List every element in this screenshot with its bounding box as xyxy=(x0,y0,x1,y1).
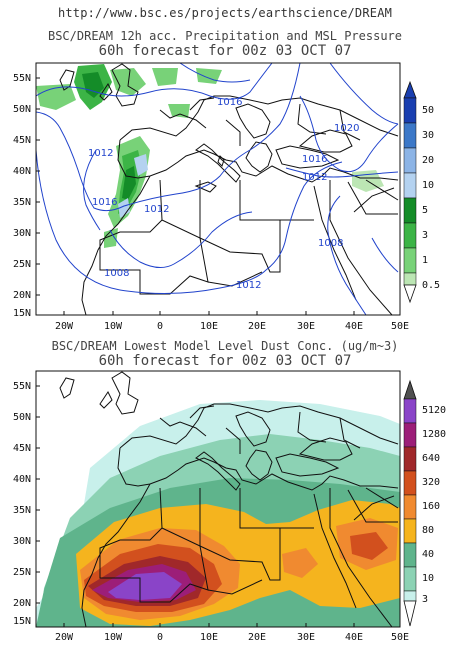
lat-label: 55N xyxy=(12,73,31,84)
lat-label: 35N xyxy=(12,505,31,516)
lat-label: 30N xyxy=(12,228,31,239)
colorbar-label: 20 xyxy=(422,155,435,166)
lat-label: 45N xyxy=(12,443,31,454)
isobar-label: 1012 xyxy=(144,204,169,215)
lat-label: 30N xyxy=(12,536,31,547)
colorbar-label: 80 xyxy=(422,525,435,536)
lon-label: 0 xyxy=(156,632,164,643)
lat-label: 50N xyxy=(12,412,31,423)
colorbar-label: 1280 xyxy=(422,429,447,440)
isobar-label: 1008 xyxy=(318,238,343,249)
colorbar-label: 10 xyxy=(422,180,435,191)
panel2-title: BSC/DREAM Lowest Model Level Dust Conc. … xyxy=(51,339,399,353)
map-frame xyxy=(35,62,401,316)
lat-label: 55N xyxy=(12,381,31,392)
axis-ticks xyxy=(36,77,355,315)
map-frame xyxy=(35,370,401,628)
lon-label: 0 xyxy=(156,321,164,332)
colorbar-label: 3 xyxy=(422,230,429,241)
lat-label: 50N xyxy=(12,104,31,115)
colorbar-label: 5 xyxy=(422,205,429,216)
lat-label: 20N xyxy=(12,598,31,609)
lat-label: 35N xyxy=(12,197,31,208)
colorbar-label: 5120 xyxy=(422,405,447,416)
lon-label: 50E xyxy=(390,632,410,643)
isobar-label: 1016 xyxy=(217,97,242,108)
colorbar-label: 10 xyxy=(422,573,435,584)
axis-ticks xyxy=(36,385,355,627)
dust-map xyxy=(35,370,417,628)
coastlines xyxy=(59,63,399,315)
lon-label: 30E xyxy=(296,632,316,643)
colorbar-label: 1 xyxy=(422,255,429,266)
isobars xyxy=(36,63,399,315)
isobar-label: 1008 xyxy=(104,268,129,279)
lon-label: 20E xyxy=(247,321,267,332)
isobar-label: 1012 xyxy=(302,172,327,183)
isobar-label: 1020 xyxy=(334,123,359,134)
isobar-label: 1012 xyxy=(236,280,261,291)
lon-label: 50E xyxy=(390,321,410,332)
isobar-label: 1012 xyxy=(88,148,113,159)
lon-label: 30E xyxy=(296,321,316,332)
isobar-label: 1016 xyxy=(302,154,327,165)
lat-label: 15N xyxy=(12,616,31,627)
panel1-subtitle: 60h forecast for 00z 03 OCT 07 xyxy=(98,43,352,59)
lon-label: 20E xyxy=(247,632,267,643)
lat-label: 40N xyxy=(12,166,31,177)
colorbar-label: 640 xyxy=(422,453,441,464)
lat-label: 45N xyxy=(12,135,31,146)
lon-label: 40E xyxy=(344,321,364,332)
colorbar-label: 40 xyxy=(422,549,435,560)
source-url: http://www.bsc.es/projects/earthscience/… xyxy=(57,6,393,20)
colorbar-label: 30 xyxy=(422,130,435,141)
lat-label: 25N xyxy=(12,259,31,270)
dust-colorbar xyxy=(403,379,417,627)
lon-label: 10W xyxy=(103,321,123,332)
lon-label: 20W xyxy=(54,321,74,332)
lon-label: 40E xyxy=(344,632,364,643)
lon-label: 10W xyxy=(103,632,123,643)
colorbar-label: 320 xyxy=(422,477,441,488)
precip-colorbar xyxy=(403,80,417,304)
precip-pressure-map: 1016 1020 1012 1016 1016 1012 1012 1008 … xyxy=(35,62,417,316)
lat-label: 40N xyxy=(12,474,31,485)
colorbar-label: 50 xyxy=(422,105,435,116)
lon-label: 20W xyxy=(54,632,74,643)
panel2-subtitle: 60h forecast for 00z 03 OCT 07 xyxy=(98,353,352,369)
colorbar-label: 3 xyxy=(422,594,429,605)
coastlines xyxy=(59,371,399,627)
dust-panel: 55N 50N 45N 40N 35N 30N 25N 20N 15N 20W … xyxy=(0,308,450,650)
isobar-label: 1016 xyxy=(92,197,117,208)
colorbar-label: 0.5 xyxy=(422,280,441,291)
panel1-title: BSC/DREAM 12h acc. Precipitation and MSL… xyxy=(47,29,402,43)
lat-label: 25N xyxy=(12,567,31,578)
precip-pressure-panel: 1016 1020 1012 1016 1016 1012 1012 1008 … xyxy=(12,62,441,332)
lon-label: 10E xyxy=(199,321,219,332)
lon-label: 10E xyxy=(199,632,219,643)
lat-label: 15N xyxy=(12,308,31,319)
colorbar-label: 160 xyxy=(422,501,441,512)
lat-label: 20N xyxy=(12,290,31,301)
